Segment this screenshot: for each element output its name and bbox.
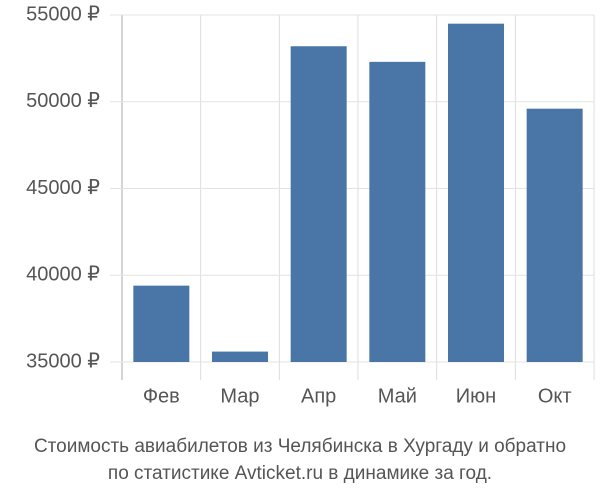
y-tick-label: 55000 ₽ bbox=[26, 3, 100, 25]
bar bbox=[526, 108, 583, 362]
x-tick-label: Окт bbox=[538, 385, 572, 407]
x-tick-label: Апр bbox=[301, 385, 336, 407]
y-tick-label: 40000 ₽ bbox=[26, 264, 100, 286]
bar bbox=[212, 351, 268, 362]
bar bbox=[133, 285, 190, 362]
x-tick-label: Май bbox=[378, 385, 417, 407]
caption-line: по статистике Avticket.ru в динамике за … bbox=[108, 463, 492, 484]
bar bbox=[290, 46, 347, 362]
bar bbox=[369, 61, 426, 362]
y-tick-label: 50000 ₽ bbox=[26, 90, 100, 112]
y-tick-label: 45000 ₽ bbox=[26, 177, 100, 199]
x-tick-label: Июн bbox=[456, 385, 496, 407]
caption-line: Стоимость авиабилетов из Челябинска в Ху… bbox=[34, 436, 566, 457]
y-tick-label: 35000 ₽ bbox=[26, 350, 100, 372]
bar bbox=[448, 23, 504, 363]
x-tick-label: Мар bbox=[220, 385, 259, 407]
x-tick-label: Фев bbox=[143, 385, 180, 407]
